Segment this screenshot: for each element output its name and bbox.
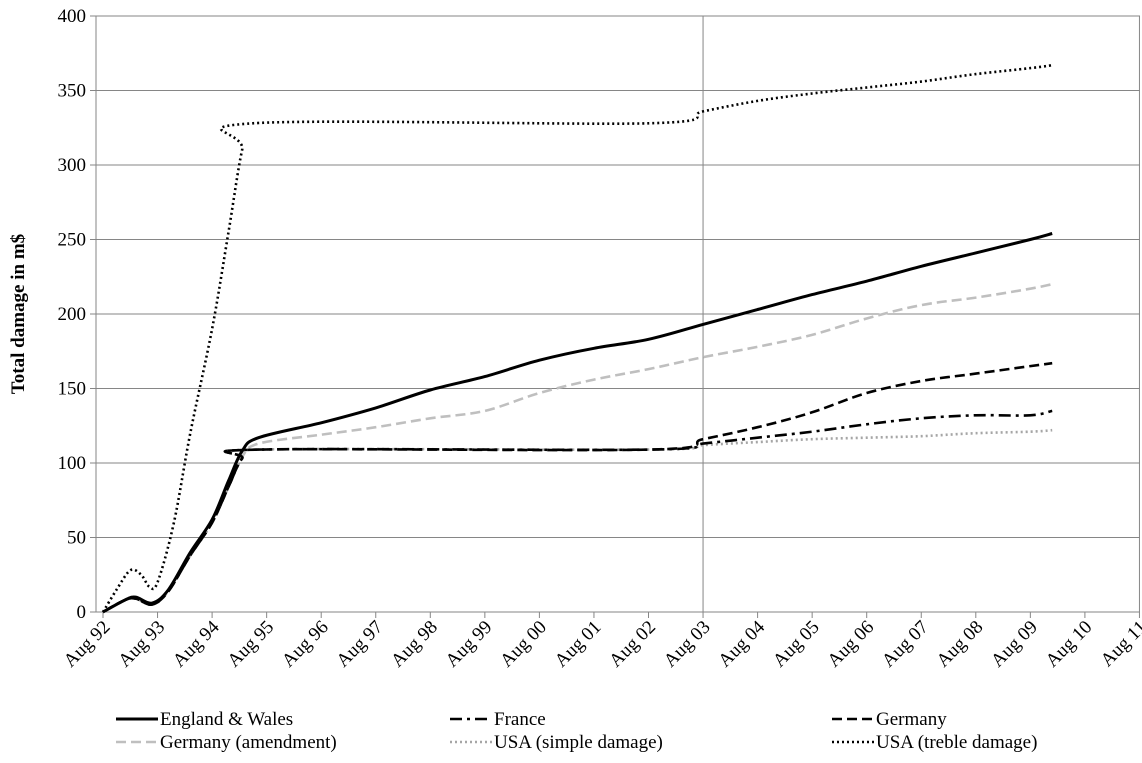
x-tick-label: Aug 98: [387, 617, 442, 672]
series-line-germany: [102, 361, 1053, 614]
x-tick-label: Aug 05: [769, 617, 824, 672]
x-tick-label: Aug 08: [933, 617, 988, 672]
legend-label: USA (treble damage): [876, 732, 1037, 753]
series-line-usa-simple-damage: [102, 428, 1053, 614]
y-tick-label: 0: [77, 602, 87, 623]
y-tick-label: 50: [67, 528, 86, 549]
y-tick-label: 400: [58, 6, 87, 27]
legend-label: Germany (amendment): [160, 732, 337, 753]
x-tick-label: Aug 06: [823, 617, 878, 672]
x-tick-label: Aug 97: [332, 617, 387, 672]
series-line-england-wales: [102, 232, 1053, 614]
y-tick-label: 350: [58, 81, 87, 102]
y-tick-label: 150: [58, 379, 87, 400]
x-tick-label: Aug 95: [223, 617, 278, 672]
x-tick-labels: Aug 92 Aug 93 Aug 94 Aug 95 Aug 96 Aug 97 Aug …: [60, 616, 1142, 671]
gridlines: [96, 15, 1140, 612]
x-tick-label: Aug 00: [496, 617, 551, 672]
x-tick-label: Aug 11: [1097, 617, 1142, 671]
legend: England & Wales France Germany Germany (ame…: [116, 709, 1037, 753]
y-tick-label: 100: [58, 453, 87, 474]
y-tick-label: 250: [58, 230, 87, 251]
series-lines: [101, 63, 1053, 614]
x-tick-label: Aug 96: [278, 617, 333, 672]
x-tick-label: Aug 94: [169, 616, 224, 671]
series-line-france: [102, 409, 1053, 614]
x-tick-label: Aug 99: [442, 617, 497, 672]
series-line-usa-treble-damage: [101, 63, 1053, 613]
x-tick-label: Aug 93: [114, 617, 169, 672]
x-tick-label: Aug 09: [987, 617, 1042, 672]
x-tick-label: Aug 04: [714, 616, 769, 671]
axes: [90, 15, 1140, 618]
x-tick-label: Aug 01: [551, 617, 606, 672]
x-tick-label: Aug 92: [60, 617, 115, 672]
legend-label: England & Wales: [160, 709, 293, 730]
y-tick-label: 300: [58, 155, 87, 176]
x-tick-label: Aug 02: [605, 617, 660, 672]
x-tick-label: Aug 10: [1042, 617, 1097, 672]
x-tick-label: Aug 03: [660, 617, 715, 672]
y-tick-label: 200: [58, 304, 87, 325]
legend-label: France: [494, 709, 546, 730]
y-axis-title: Total damage in m$: [8, 234, 29, 394]
legend-label: Germany: [876, 709, 947, 730]
legend-label: USA (simple damage): [494, 732, 663, 753]
x-tick-label: Aug 07: [878, 617, 933, 672]
y-tick-labels: 0 50 100 150 200 250 300 350 400: [58, 6, 87, 623]
